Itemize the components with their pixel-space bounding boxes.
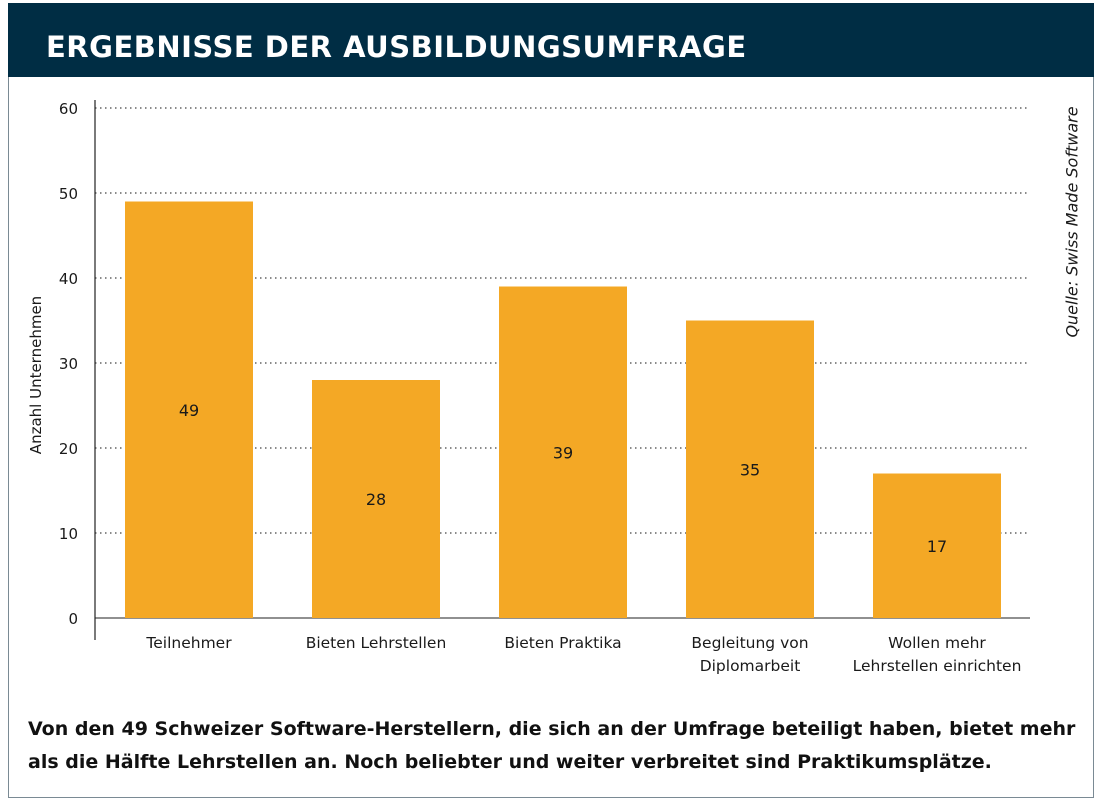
y-tick-label: 50 [59,185,78,203]
y-tick-label: 0 [68,610,78,628]
x-tick-label: Bieten Lehrstellen [306,634,447,652]
x-tick-label: Begleitung von [691,634,808,652]
x-tick-label: Diplomarbeit [700,657,801,675]
data-label: 39 [553,443,573,462]
x-tick-label: Wollen mehr [888,634,986,652]
caption-line-2: als die Hälfte Lehrstellen an. Noch beli… [28,751,992,773]
source-note: Quelle: Swiss Made Software [1062,106,1082,338]
data-label: 35 [740,460,760,479]
y-tick-label: 20 [59,440,78,458]
y-tick-label: 40 [59,270,78,288]
y-tick-label: 60 [59,100,78,118]
data-label: 49 [179,401,199,420]
bar [686,320,814,618]
x-tick-label: Lehrstellen einrichten [853,657,1022,675]
chart-title: ERGEBNISSE DER AUSBILDUNGSUMFRAGE [46,30,747,64]
y-tick-label: 30 [59,355,78,373]
bar [125,201,253,618]
header-bar: ERGEBNISSE DER AUSBILDUNGSUMFRAGE [8,3,1094,77]
x-tick-label: Bieten Praktika [504,634,621,652]
x-tick-label: Teilnehmer [145,634,232,652]
y-tick-label: 10 [59,525,78,543]
caption-line-1: Von den 49 Schweizer Software-Hersteller… [28,718,1076,740]
caption: Von den 49 Schweizer Software-Hersteller… [28,713,1078,779]
bar [873,473,1001,618]
bar [312,380,440,618]
bar [499,286,627,618]
y-axis-label: Anzahl Unternehmen [27,296,45,454]
data-label: 28 [366,490,386,509]
data-label: 17 [927,537,947,556]
